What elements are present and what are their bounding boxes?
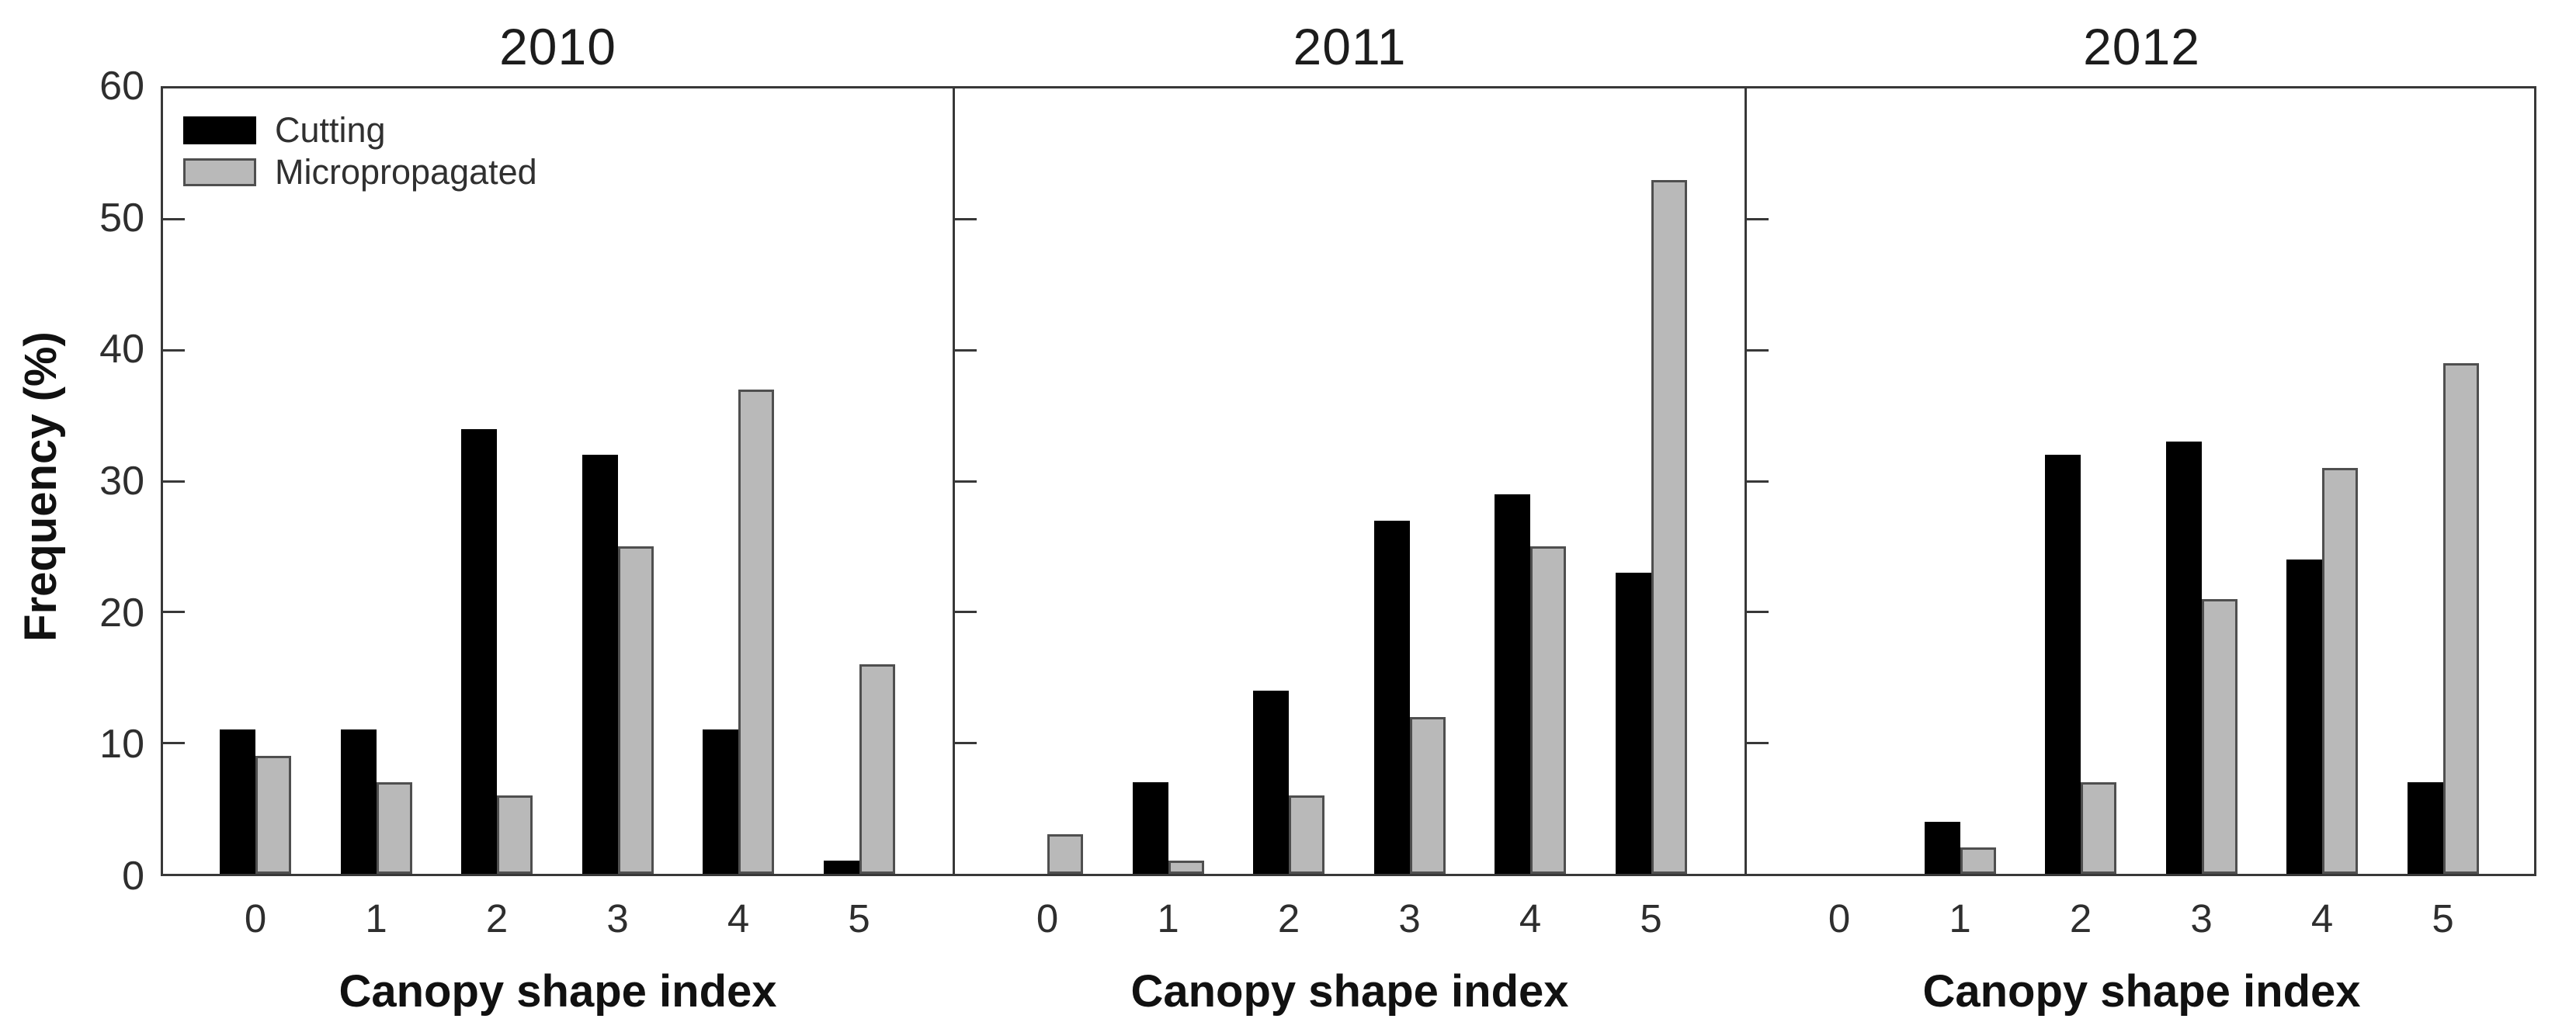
bar-micropropagated-x4	[1530, 546, 1566, 874]
x-tick-label: 1	[1949, 896, 1971, 941]
bar-cutting-x4	[703, 729, 738, 874]
y-tick-label: 50	[99, 195, 144, 241]
y-tick-mark	[955, 218, 977, 221]
bar-micropropagated-x0	[255, 756, 291, 874]
y-tick-mark	[955, 611, 977, 614]
bar-micropropagated-x5	[1651, 180, 1687, 874]
bar-micropropagated-x5	[859, 664, 895, 874]
x-tick-label: 2	[1277, 896, 1300, 941]
x-tick-label: 3	[2190, 896, 2213, 941]
y-tick-mark	[163, 348, 185, 352]
bar-cutting-x1	[1924, 821, 1960, 874]
bar-micropropagated-x1	[1168, 861, 1204, 874]
y-tick-mark	[163, 218, 185, 221]
x-tick-label: 1	[365, 896, 387, 941]
y-tick-mark	[1747, 218, 1769, 221]
cutting-swatch-icon	[183, 116, 256, 144]
legend: Cutting Micropropagated	[183, 110, 537, 197]
bar-cutting-x0	[220, 729, 255, 874]
y-tick-label: 30	[99, 459, 144, 504]
x-tick-label: 5	[848, 896, 870, 941]
micropropagated-swatch-icon	[183, 158, 256, 186]
y-tick-mark	[1747, 741, 1769, 744]
bar-cutting-x2	[1253, 690, 1289, 874]
y-tick-label: 60	[99, 64, 144, 109]
y-tick-label: 20	[99, 590, 144, 636]
legend-label-micropropagated: Micropropagated	[275, 152, 537, 192]
bar-micropropagated-x1	[376, 781, 412, 874]
x-tick-label: 4	[2310, 896, 2334, 941]
panel-title: 2010	[499, 18, 616, 75]
bar-micropropagated-x2	[1289, 795, 1324, 874]
bar-cutting-x3	[2165, 442, 2202, 874]
bar-micropropagated-x2	[497, 795, 533, 874]
x-axis-title: Canopy shape index	[1922, 966, 2361, 1017]
x-axis-title: Canopy shape index	[338, 966, 777, 1017]
panel-title: 2011	[1293, 18, 1407, 75]
x-tick-label: 0	[1036, 896, 1059, 941]
bar-cutting-x4	[1495, 494, 1530, 874]
bar-cutting-x5	[1615, 573, 1651, 874]
plot-right-border	[2534, 86, 2536, 876]
panel-2012: 2012 0 1 2 3 4 5 Canopy shape index	[1745, 18, 2536, 1017]
legend-label-cutting: Cutting	[275, 110, 386, 150]
x-axis-title: Canopy shape index	[1130, 966, 1569, 1017]
bar-micropropagated-x4	[738, 389, 774, 874]
y-tick-mark	[1747, 480, 1769, 483]
bar-cutting-x4	[2286, 560, 2322, 874]
y-tick-label: 0	[122, 854, 144, 899]
x-tick-label: 4	[727, 896, 750, 941]
x-tick-label: 1	[1157, 896, 1179, 941]
y-tick-mark	[163, 611, 185, 614]
y-tick-mark	[1747, 611, 1769, 614]
panel-2011: 2011 0 1 2 3 4 5 Canopy shape index	[953, 18, 1745, 1017]
bar-cutting-x1	[340, 729, 377, 874]
bar-micropropagated-x3	[1409, 716, 1446, 874]
y-tick-mark	[955, 348, 977, 352]
panel-2010: 2010 0 1 2 3 4 5 Canopy shape index	[161, 18, 953, 1017]
y-tick-label: 40	[99, 327, 144, 372]
x-tick-label: 0	[244, 896, 267, 941]
bar-micropropagated-x0	[1047, 834, 1083, 874]
bar-cutting-x1	[1132, 781, 1168, 874]
x-tick-label: 4	[1519, 896, 1542, 941]
legend-entry-cutting: Cutting	[183, 110, 537, 150]
bar-micropropagated-x2	[2081, 781, 2116, 874]
y-tick-mark	[955, 480, 977, 483]
bar-micropropagated-x3	[2201, 598, 2238, 874]
y-tick-label: 10	[99, 722, 144, 767]
x-tick-label: 5	[1640, 896, 1662, 941]
bar-cutting-x5	[823, 861, 859, 874]
y-tick-mark	[163, 741, 185, 744]
x-tick-label: 3	[606, 896, 629, 941]
bar-cutting-x3	[1373, 520, 1410, 874]
x-tick-label: 5	[2432, 896, 2454, 941]
bar-micropropagated-x5	[2442, 363, 2479, 874]
x-tick-label: 0	[1828, 896, 1851, 941]
y-tick-mark	[163, 480, 185, 483]
x-tick-label: 2	[485, 896, 509, 941]
bar-micropropagated-x1	[1960, 847, 1996, 874]
bar-cutting-x2	[2045, 455, 2081, 874]
bar-micropropagated-x3	[617, 546, 654, 874]
bar-cutting-x3	[582, 455, 618, 874]
bar-cutting-x5	[2407, 781, 2443, 874]
y-tick-mark	[1747, 348, 1769, 352]
legend-entry-micropropagated: Micropropagated	[183, 152, 537, 192]
x-tick-label: 3	[1398, 896, 1421, 941]
panel-title: 2012	[2083, 18, 2200, 75]
bar-micropropagated-x4	[2322, 468, 2358, 874]
x-tick-label: 2	[2069, 896, 2092, 941]
y-tick-mark	[955, 741, 977, 744]
bar-cutting-x2	[461, 428, 497, 874]
